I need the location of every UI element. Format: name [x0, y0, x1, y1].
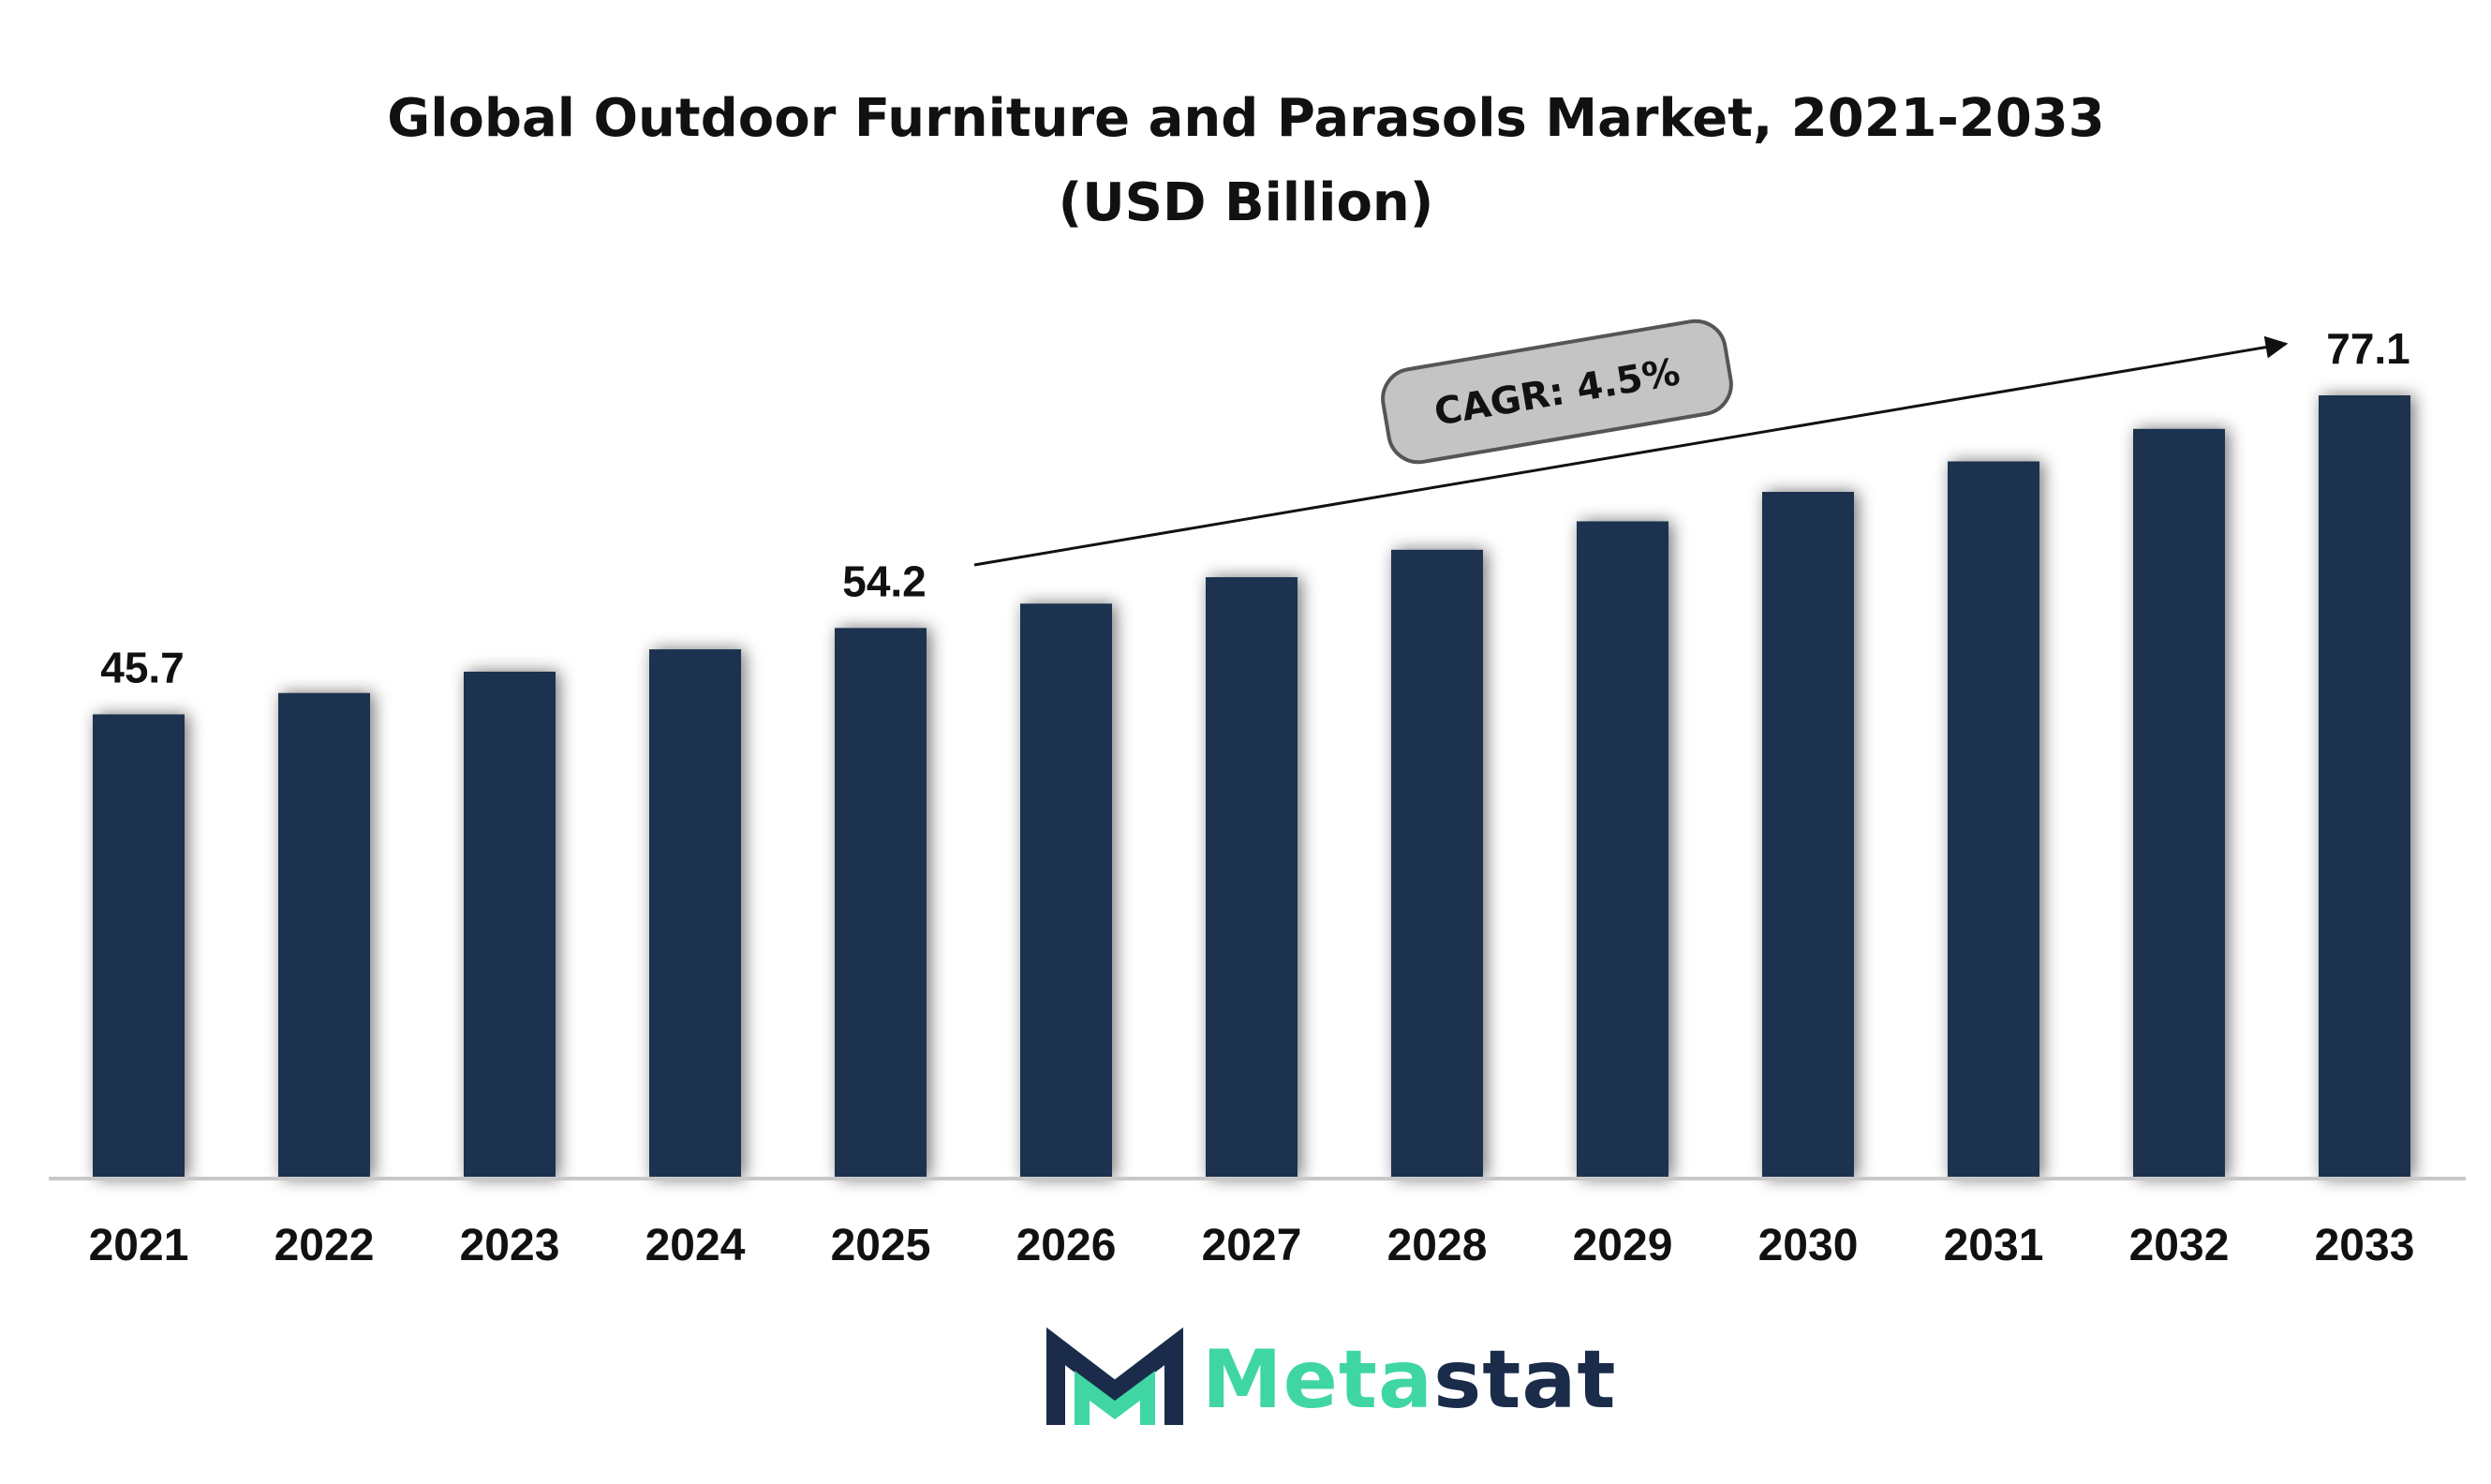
bar-2025 [835, 628, 927, 1179]
data-label-2033: 77.1 [2326, 324, 2410, 373]
bar-2028 [1391, 549, 1483, 1179]
x-tick-label-2031: 2031 [1944, 1221, 2044, 1270]
x-tick-label-2021: 2021 [89, 1221, 189, 1270]
bar-2022 [278, 692, 370, 1179]
bar-2029 [1577, 521, 1668, 1179]
x-tick-label-2027: 2027 [1202, 1221, 1302, 1270]
bar-2027 [1206, 577, 1297, 1179]
chart-title: Global Outdoor Furniture and Parasols Ma… [387, 88, 2105, 233]
x-tick-label-2032: 2032 [2129, 1221, 2230, 1270]
data-label-2025: 54.2 [842, 556, 927, 605]
data-labels: 45.7 54.2 77.1 [100, 324, 2410, 691]
x-tick-label-2026: 2026 [1016, 1221, 1117, 1270]
bar-2030 [1762, 492, 1854, 1179]
x-tick-label-2023: 2023 [460, 1221, 560, 1270]
x-tick-label-2028: 2028 [1387, 1221, 1488, 1270]
logo-text-stat: stat [1433, 1333, 1617, 1427]
metastat-logo-icon [1046, 1327, 1183, 1425]
bar-chart: 2021 2022 2023 2024 2025 2026 2027 2028 2029 2030… [49, 319, 2466, 1270]
x-tick-label-2022: 2022 [274, 1221, 375, 1270]
x-tick-label-2030: 2030 [1758, 1221, 1859, 1270]
bar-2032 [2133, 428, 2225, 1179]
logo-text-meta: Meta [1202, 1333, 1434, 1427]
bar-2026 [1020, 603, 1112, 1179]
data-label-2021: 45.7 [100, 643, 185, 691]
metastat-logo-text: Metastat [1202, 1333, 1617, 1427]
bar-2021 [93, 714, 185, 1179]
bar-2033 [2319, 395, 2410, 1179]
cagr-arrow [973, 335, 2289, 567]
x-tick-label-2033: 2033 [2315, 1221, 2415, 1270]
bar-2023 [464, 671, 556, 1179]
cagr-badge [1381, 319, 1733, 465]
x-tick-label-2029: 2029 [1573, 1221, 1673, 1270]
cagr-annotation: CAGR: 4.5% [1381, 319, 1733, 465]
bar-2031 [1948, 461, 2039, 1180]
x-tick-label-2024: 2024 [645, 1221, 746, 1270]
bar-2024 [649, 649, 741, 1179]
x-axis-tick-labels: 2021 2022 2023 2024 2025 2026 2027 2028 2029 2030… [89, 1221, 2415, 1270]
metastat-logo: Metastat [1045, 1319, 1617, 1441]
bars-group [93, 395, 2410, 1180]
x-tick-label-2025: 2025 [831, 1221, 931, 1270]
